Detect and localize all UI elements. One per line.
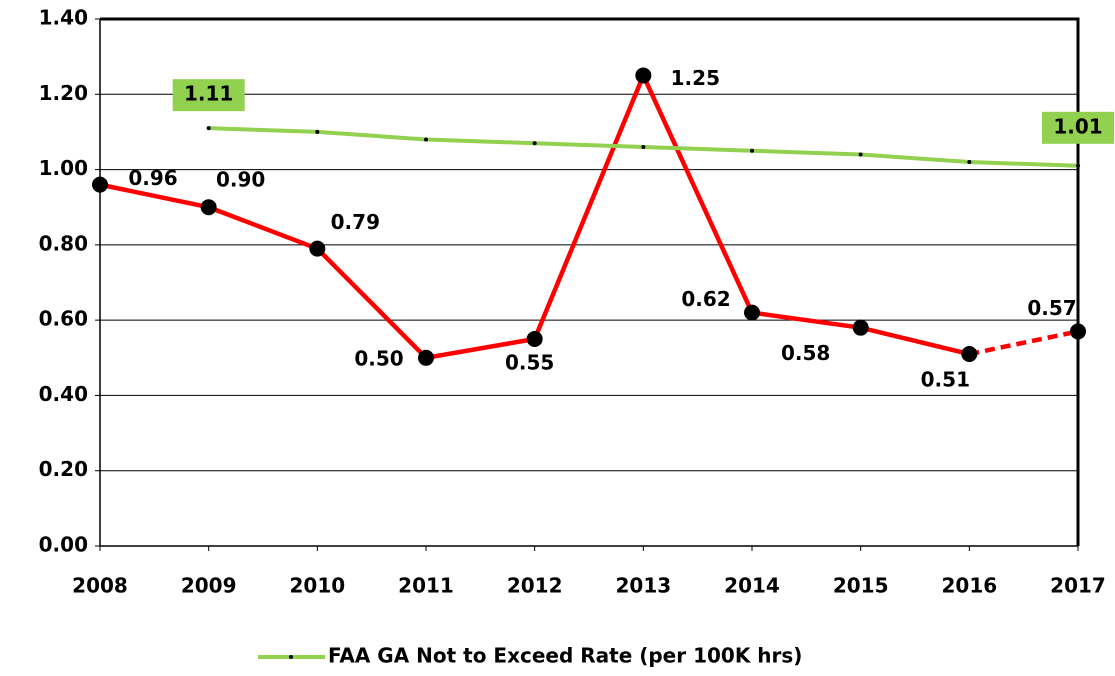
data-label-box — [172, 79, 245, 112]
data-label: 1.25 — [671, 66, 720, 90]
point — [424, 137, 428, 142]
point — [315, 129, 320, 134]
point — [961, 346, 978, 363]
data-label: 0.62 — [681, 287, 730, 311]
x-tick-label: 2010 — [289, 574, 345, 598]
data-label: 0.96 — [128, 166, 177, 190]
point — [1070, 323, 1086, 340]
x-tick-label: 2008 — [72, 574, 128, 598]
y-tick-label: 0.20 — [39, 457, 88, 481]
point — [92, 176, 108, 193]
y-tick-label: 0.60 — [39, 307, 88, 331]
y-tick-label: 1.40 — [39, 6, 88, 30]
point — [206, 126, 211, 131]
legend-marker — [289, 655, 293, 659]
series-line-dashed — [968, 329, 1079, 357]
data-label: 1.01 — [1053, 114, 1102, 138]
point — [858, 152, 863, 157]
point — [852, 319, 869, 336]
point — [526, 330, 543, 347]
point — [641, 144, 646, 149]
x-tick-label: 2014 — [724, 574, 780, 598]
point — [532, 141, 537, 146]
y-tick-label: 1.00 — [39, 156, 88, 180]
point — [309, 240, 326, 257]
x-tick-label: 2015 — [833, 574, 889, 598]
x-tick-label: 2012 — [507, 574, 563, 598]
legend-label: FAA GA Not to Exceed Rate (per 100K hrs) — [328, 644, 802, 668]
point — [967, 160, 972, 165]
x-tick-label: 2009 — [181, 574, 237, 598]
y-tick-label: 0.80 — [39, 231, 88, 255]
point — [418, 349, 434, 366]
data-label: 0.50 — [354, 346, 403, 370]
data-label: 0.90 — [216, 168, 265, 192]
data-label: 0.79 — [331, 210, 380, 234]
data-label: 0.55 — [505, 350, 554, 374]
point — [635, 67, 652, 84]
data-label: 1.11 — [184, 82, 233, 106]
y-tick-label: 0.00 — [39, 533, 88, 557]
point — [1076, 163, 1080, 168]
x-tick-label: 2017 — [1050, 574, 1106, 598]
point — [750, 148, 754, 153]
y-tick-label: 1.20 — [39, 81, 88, 105]
point — [200, 199, 217, 216]
data-label-box — [1042, 111, 1114, 144]
series-line — [99, 69, 970, 361]
x-tick-label: 2016 — [941, 574, 997, 598]
point — [744, 304, 760, 321]
data-label: 0.57 — [1027, 296, 1076, 320]
data-label: 0.58 — [781, 341, 830, 365]
data-label: 0.51 — [921, 368, 970, 392]
y-tick-label: 0.40 — [39, 382, 88, 406]
x-tick-label: 2011 — [398, 574, 454, 598]
x-tick-label: 2013 — [615, 574, 671, 598]
